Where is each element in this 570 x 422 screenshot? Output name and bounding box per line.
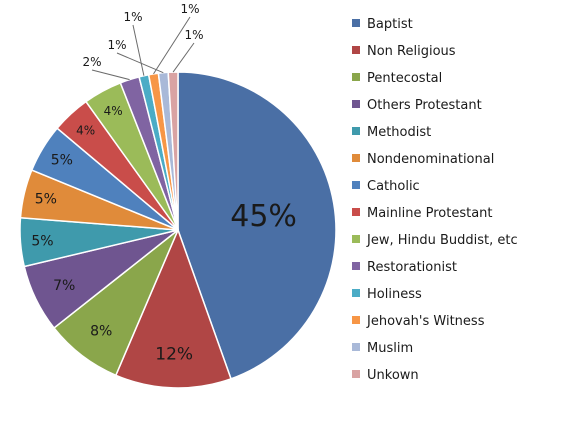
slice-label-jew-hindu-buddist-etc: 4% bbox=[104, 104, 123, 118]
legend-item-holiness: Holiness bbox=[352, 287, 422, 302]
leader-restorationist bbox=[91, 69, 130, 81]
slice-label-pentecostal: 8% bbox=[90, 323, 112, 339]
legend-label: Unkown bbox=[367, 368, 419, 383]
legend-item-unkown: Unkown bbox=[352, 368, 419, 383]
legend-item-methodist: Methodist bbox=[352, 125, 431, 140]
slice-non-religious bbox=[114, 227, 232, 389]
slice-label-nondenominational: 5% bbox=[35, 192, 57, 208]
slice-label-mainline-protestant: 4% bbox=[76, 124, 95, 138]
slice-label-methodist: 5% bbox=[31, 234, 53, 250]
slice-label-restorationist: 2% bbox=[82, 55, 101, 69]
legend-item-pentecostal: Pentecostal bbox=[352, 71, 442, 86]
leader-holiness bbox=[132, 24, 145, 76]
legend-swatch bbox=[352, 343, 360, 351]
legend: Baptist Non Religious Pentecostal Others Pr… bbox=[352, 17, 518, 383]
legend-swatch bbox=[352, 235, 360, 243]
leader-unkown bbox=[172, 42, 195, 73]
legend-label: Pentecostal bbox=[367, 71, 442, 86]
slice-label-muslim: 1% bbox=[107, 38, 126, 52]
slice-label-others-protestant: 7% bbox=[53, 278, 75, 294]
legend-swatch bbox=[352, 127, 360, 135]
legend-swatch bbox=[352, 181, 360, 189]
legend-swatch bbox=[352, 316, 360, 324]
legend-swatch bbox=[352, 370, 360, 378]
legend-label: Methodist bbox=[367, 125, 431, 140]
legend-label: Mainline Protestant bbox=[367, 206, 493, 221]
legend-label: Nondenominational bbox=[367, 152, 494, 167]
legend-label: Catholic bbox=[367, 179, 420, 194]
legend-item-baptist: Baptist bbox=[352, 17, 413, 32]
leader-lines bbox=[91, 16, 195, 81]
slice-label-catholic: 5% bbox=[51, 153, 73, 169]
legend-item-catholic: Catholic bbox=[352, 179, 420, 194]
legend-swatch bbox=[352, 73, 360, 81]
slice-label-baptist: 45% bbox=[230, 199, 297, 234]
slice-label-jehovah-s-witness: 1% bbox=[180, 2, 199, 16]
slice-labels: 45% 12% 8% 7% 5% 5% 5% 4% 4% 2% 1% 1% 1% 1% bbox=[31, 2, 297, 364]
legend-item-others-protestant: Others Protestant bbox=[352, 98, 482, 113]
legend-item-restorationist: Restorationist bbox=[352, 260, 457, 275]
legend-label: Restorationist bbox=[367, 260, 457, 275]
legend-item-muslim: Muslim bbox=[352, 341, 413, 356]
leader-jehovah-s-witness bbox=[153, 16, 191, 75]
legend-swatch bbox=[352, 154, 360, 162]
legend-swatch bbox=[352, 46, 360, 54]
legend-item-nondenominational: Nondenominational bbox=[352, 152, 494, 167]
legend-item-non-religious: Non Religious bbox=[352, 44, 456, 59]
legend-label: Jew, Hindu Buddist, etc bbox=[366, 233, 518, 248]
legend-label: Baptist bbox=[367, 17, 413, 32]
legend-label: Non Religious bbox=[367, 44, 456, 59]
legend-label: Muslim bbox=[367, 341, 413, 356]
legend-label: Holiness bbox=[367, 287, 422, 302]
slice-label-unkown: 1% bbox=[184, 28, 203, 42]
legend-label: Others Protestant bbox=[367, 98, 482, 113]
legend-swatch bbox=[352, 19, 360, 27]
slice-label-non-religious: 12% bbox=[155, 344, 193, 364]
legend-swatch bbox=[352, 100, 360, 108]
pie-slices bbox=[19, 71, 337, 389]
legend-item-jehovah-s-witness: Jehovah's Witness bbox=[352, 314, 485, 329]
legend-item-mainline-protestant: Mainline Protestant bbox=[352, 206, 493, 221]
slice-label-holiness: 1% bbox=[123, 10, 142, 24]
legend-swatch bbox=[352, 289, 360, 297]
legend-swatch bbox=[352, 208, 360, 216]
legend-item-jew-hindu-buddist-etc: Jew, Hindu Buddist, etc bbox=[352, 233, 518, 248]
legend-swatch bbox=[352, 262, 360, 270]
slice-baptist bbox=[177, 71, 337, 380]
leader-muslim bbox=[116, 52, 164, 74]
legend-label: Jehovah's Witness bbox=[366, 314, 485, 329]
